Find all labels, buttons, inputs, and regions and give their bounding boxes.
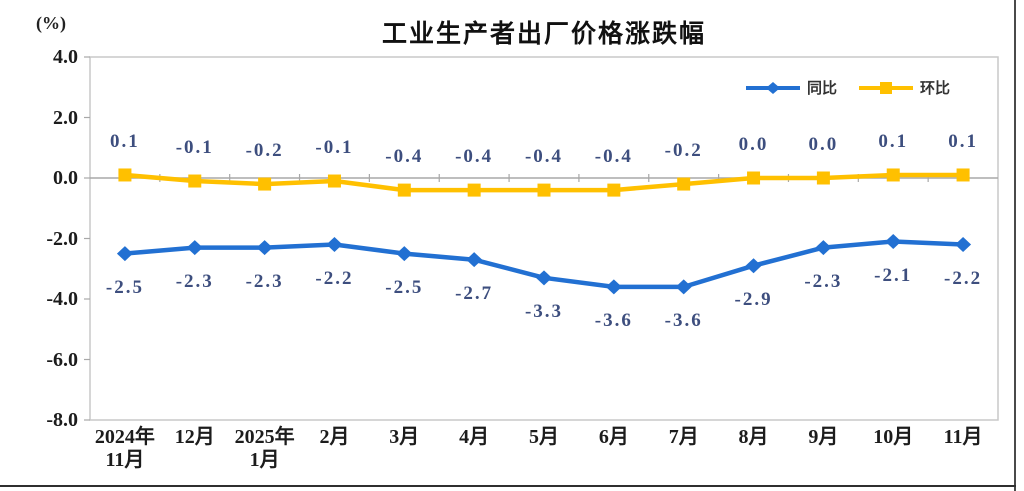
- x-tick-label: 4月: [459, 426, 490, 448]
- yoy-marker-diamond: [536, 270, 552, 286]
- page-border-bottom: [0, 485, 1016, 487]
- yoy-marker-diamond: [605, 279, 622, 295]
- y-tick-label: -4.0: [46, 288, 78, 310]
- yoy-marker-diamond: [745, 258, 762, 274]
- yoy-marker-diamond: [116, 246, 133, 262]
- mom-marker-square: [327, 174, 341, 188]
- legend: 同比 环比: [746, 77, 950, 98]
- yoy-legend-swatch-icon: [746, 81, 800, 94]
- yoy-marker-diamond: [256, 240, 273, 256]
- x-tick-label: 8月: [738, 426, 769, 448]
- yoy-data-label: -2.9: [734, 288, 773, 310]
- mom-data-label: -0.1: [315, 137, 354, 159]
- mom-marker-square: [397, 183, 411, 197]
- yoy-data-label: -2.3: [175, 270, 214, 292]
- mom-data-label: 0.0: [808, 134, 839, 155]
- yoy-marker-diamond: [885, 234, 902, 250]
- yoy-data-label: -2.7: [455, 282, 494, 304]
- unit-label: (%): [36, 13, 66, 33]
- x-tick-label: 2月: [319, 426, 350, 448]
- yoy-marker-diamond: [326, 237, 343, 253]
- yoy-data-label: -2.3: [804, 270, 843, 292]
- yoy-marker-diamond: [815, 240, 832, 256]
- x-tick-label: 6月: [598, 426, 629, 448]
- legend-item-mom: 环比: [859, 77, 950, 98]
- x-tick-label: 10月: [873, 426, 914, 448]
- mom-data-label: -0.4: [594, 146, 633, 168]
- mom-marker-square: [677, 177, 691, 191]
- x-tick-label: 3月: [389, 426, 420, 448]
- mom-marker-square: [607, 183, 621, 197]
- legend-item-yoy: 同比: [746, 77, 837, 98]
- x-tick-label: 5月: [529, 426, 559, 448]
- x-tick-label: 12月: [174, 426, 215, 448]
- mom-data-label: -0.2: [245, 140, 284, 162]
- mom-data-label: 0.0: [738, 134, 769, 155]
- mom-marker-square: [467, 183, 481, 197]
- yoy-marker-diamond: [186, 240, 203, 256]
- y-tick-label: 4.0: [53, 46, 78, 68]
- x-tick-label: 9月: [808, 426, 839, 448]
- mom-marker-square: [886, 168, 900, 182]
- mom-marker-square: [816, 171, 830, 185]
- x-tick-label: 11月: [943, 426, 983, 448]
- y-tick-label: -2.0: [46, 227, 78, 250]
- mom-data-label: -0.2: [664, 140, 703, 162]
- y-tick-label: 0.0: [53, 167, 78, 189]
- mom-marker-square: [258, 177, 272, 191]
- yoy-data-label: -2.2: [315, 267, 354, 289]
- yoy-marker-diamond: [955, 237, 972, 253]
- chart-title: 工业生产者出厂价格涨跌幅: [381, 20, 706, 48]
- legend-label-mom: 环比: [920, 80, 951, 97]
- mom-data-label: -0.4: [455, 146, 494, 168]
- mom-marker-square: [537, 183, 551, 197]
- plot-border: [89, 56, 999, 421]
- y-tick-label: 2.0: [53, 106, 78, 129]
- yoy-data-label: -3.6: [594, 309, 633, 331]
- mom-marker-square: [747, 171, 761, 185]
- legend-label-yoy: 同比: [807, 80, 838, 97]
- yoy-data-label: -2.5: [385, 276, 424, 298]
- x-tick-label: 7月: [668, 426, 699, 448]
- mom-marker-square: [118, 168, 132, 182]
- y-tick-label: -6.0: [46, 348, 78, 371]
- x-tick-label: 2025年 1月: [234, 426, 295, 471]
- yoy-data-label: -3.6: [664, 309, 703, 331]
- mom-legend-swatch-icon: [859, 81, 914, 94]
- yoy-marker-diamond: [675, 279, 692, 295]
- mom-data-label: 0.1: [948, 130, 978, 152]
- x-tick-label: 2024年 11月: [94, 426, 155, 471]
- yoy-data-label: -3.3: [524, 300, 564, 322]
- mom-data-label: -0.4: [524, 146, 564, 168]
- page-border-right: [1014, 0, 1016, 491]
- y-tick-label: -8.0: [46, 409, 78, 431]
- yoy-marker-diamond: [396, 246, 413, 262]
- mom-marker-square: [188, 174, 202, 188]
- yoy-data-label: -2.2: [944, 267, 983, 289]
- mom-data-label: 0.1: [110, 130, 140, 152]
- mom-data-label: -0.4: [385, 146, 424, 168]
- yoy-data-label: -2.1: [874, 264, 913, 286]
- mom-data-label: -0.1: [175, 137, 214, 159]
- yoy-data-label: -2.3: [245, 270, 284, 292]
- mom-marker-square: [956, 168, 970, 182]
- yoy-data-label: -2.5: [105, 276, 144, 298]
- mom-data-label: 0.1: [878, 130, 909, 152]
- yoy-marker-diamond: [466, 252, 483, 268]
